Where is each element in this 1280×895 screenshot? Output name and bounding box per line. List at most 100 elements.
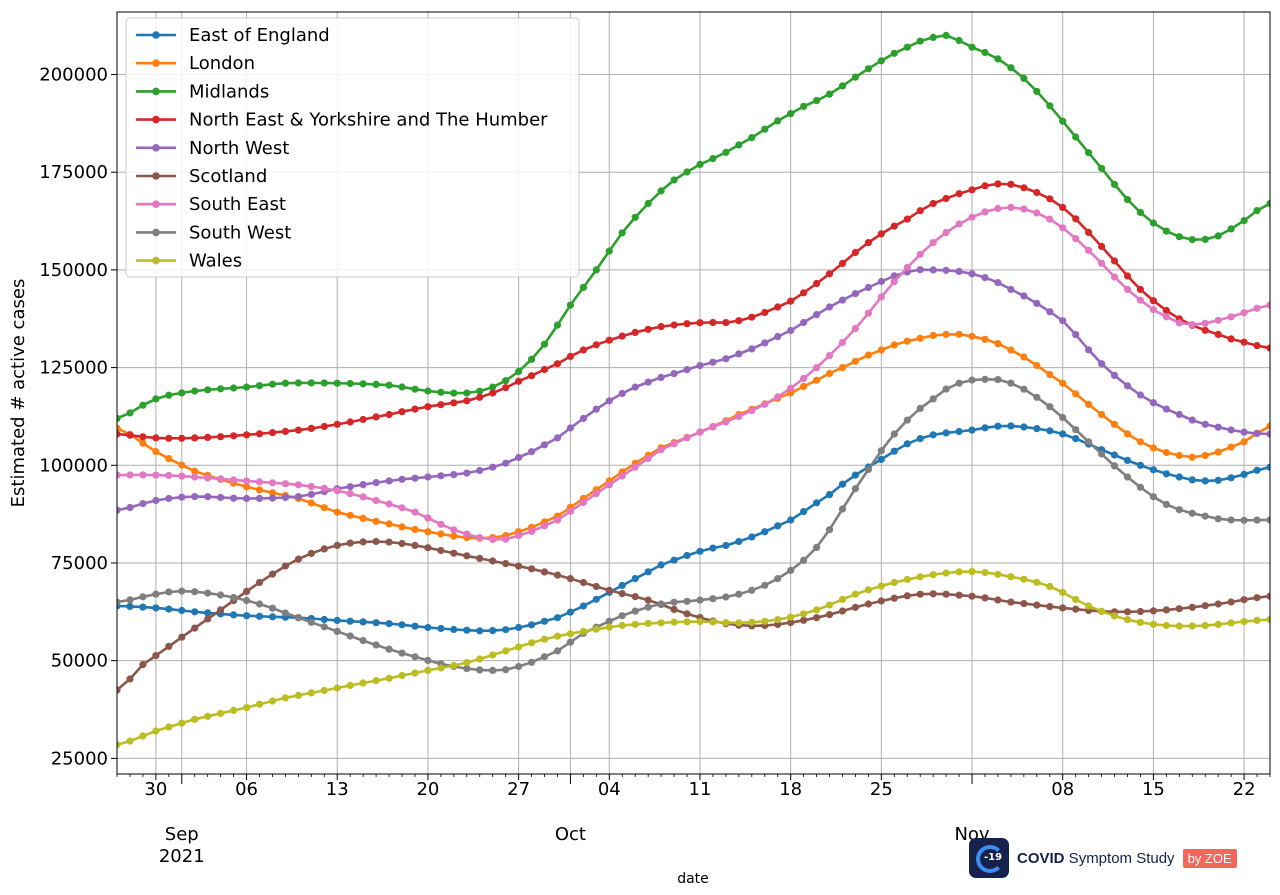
data-point [489, 557, 497, 565]
data-point [489, 463, 497, 471]
y-axis: 25000 50000 75000 100000 125000 150000 175000 2… [39, 65, 117, 769]
data-point [178, 606, 186, 615]
legend-label: North East & Yorkshire and The Humber [189, 110, 548, 131]
data-point [1188, 236, 1196, 244]
data-point [126, 431, 134, 439]
legend-marker [152, 228, 160, 237]
data-point [825, 526, 834, 534]
data-point [761, 400, 769, 408]
data-point [204, 493, 212, 501]
data-point [152, 590, 160, 598]
data-point [359, 493, 367, 501]
legend-entry: Midlands [136, 81, 269, 102]
legend: East of England London Midlands North East … [125, 17, 580, 278]
data-point [424, 528, 432, 536]
data-point [877, 582, 885, 590]
data-point [1123, 272, 1132, 280]
data-point [359, 618, 367, 626]
data-point [411, 541, 419, 550]
data-point [126, 503, 134, 512]
data-point [1085, 246, 1093, 254]
data-point [566, 424, 575, 432]
data-point [333, 627, 341, 636]
data-point [126, 675, 134, 683]
data-point [437, 546, 445, 555]
data-point [1020, 423, 1028, 431]
data-point [333, 684, 341, 692]
data-point [230, 494, 238, 502]
data-point [605, 617, 613, 625]
data-point [1253, 594, 1261, 602]
data-point [1033, 87, 1041, 95]
data-point [605, 247, 613, 255]
data-point [825, 303, 834, 311]
data-point [1253, 207, 1261, 215]
data-point [851, 248, 860, 257]
data-point [774, 333, 782, 341]
data-point [515, 643, 523, 651]
data-point [644, 619, 652, 628]
data-point [398, 383, 406, 391]
data-point [346, 539, 354, 547]
data-point [981, 182, 989, 190]
legend-entry: Scotland [136, 166, 267, 187]
data-point [540, 635, 549, 643]
data-point [851, 603, 860, 611]
data-point [1201, 319, 1209, 327]
data-point [618, 621, 626, 630]
data-point [1266, 430, 1270, 438]
series-lines [117, 31, 1270, 749]
data-point [657, 561, 665, 569]
data-point [476, 534, 484, 542]
data-point [1072, 235, 1080, 243]
data-point [644, 325, 652, 333]
data-point [1123, 285, 1132, 293]
data-point [268, 479, 277, 487]
data-point [346, 511, 354, 519]
data-point [748, 345, 756, 353]
data-point [502, 666, 510, 674]
data-point [411, 653, 419, 661]
data-point [981, 424, 989, 432]
data-point [515, 532, 523, 540]
data-point [774, 117, 782, 125]
data-point [683, 597, 691, 605]
data-point [1240, 516, 1248, 524]
data-point [864, 465, 873, 474]
data-point [722, 148, 730, 156]
data-point [553, 632, 562, 640]
data-point [255, 600, 264, 608]
data-point [994, 180, 1002, 188]
data-point [631, 463, 639, 471]
data-point [1123, 382, 1132, 390]
data-point [670, 176, 678, 184]
data-point [255, 382, 264, 390]
data-point [722, 319, 730, 327]
data-point [1072, 426, 1080, 434]
data-point [955, 330, 963, 338]
data-point [372, 677, 380, 685]
data-point [1085, 346, 1093, 354]
data-point [204, 609, 212, 617]
data-point [476, 393, 484, 401]
data-point [294, 493, 302, 501]
data-point [152, 604, 160, 612]
data-point [320, 504, 328, 512]
data-point [294, 614, 302, 622]
data-point [1136, 483, 1144, 491]
data-point [994, 279, 1002, 287]
data-point [385, 620, 393, 628]
data-point [1188, 622, 1196, 630]
data-point [592, 341, 600, 349]
data-point [1020, 575, 1028, 583]
data-point [1149, 466, 1157, 474]
data-point [1059, 588, 1067, 597]
x-tick-label: 30 [144, 779, 167, 800]
data-point [230, 706, 238, 715]
data-point [683, 610, 691, 618]
data-point [359, 481, 367, 489]
data-point [333, 616, 341, 625]
data-point [1098, 259, 1106, 267]
data-point [838, 595, 847, 604]
data-point [553, 434, 562, 442]
